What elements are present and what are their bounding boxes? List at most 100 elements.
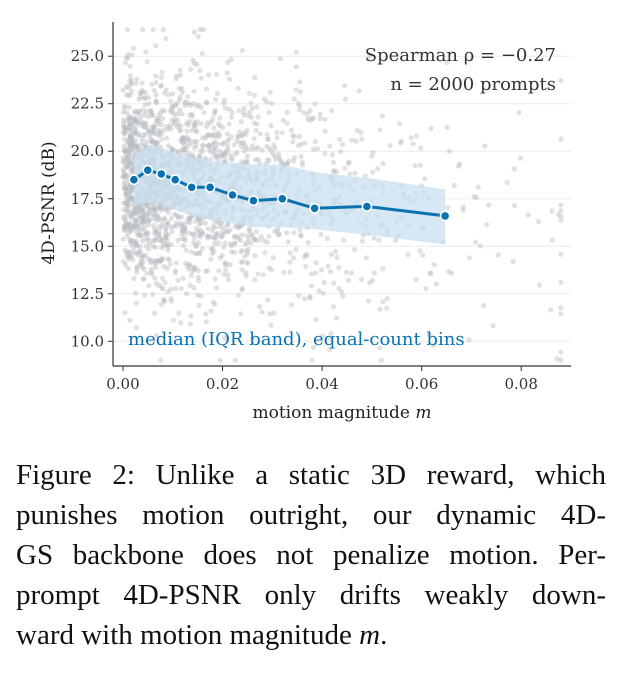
scatter-point — [148, 110, 154, 116]
scatter-point — [125, 138, 132, 144]
scatter-point — [153, 237, 159, 243]
scatter-point — [291, 155, 298, 161]
scatter-point — [296, 107, 302, 113]
y-tick-label: 17.5 — [71, 190, 104, 208]
scatter-point — [125, 125, 131, 131]
scatter-point — [208, 120, 214, 126]
scatter-point — [244, 153, 251, 159]
scatter-point — [262, 250, 268, 256]
scatter-point — [146, 283, 152, 289]
scatter-point — [135, 131, 141, 137]
scatter-point — [122, 130, 128, 136]
scatter-point — [137, 215, 143, 221]
scatter-point — [163, 226, 169, 232]
scatter-point — [133, 264, 140, 270]
scatter-point — [124, 27, 130, 33]
scatter-point — [147, 134, 153, 140]
scatter-point — [379, 113, 385, 119]
scatter-point — [165, 219, 171, 225]
scatter-point — [157, 216, 163, 223]
scatter-point — [288, 302, 294, 308]
scatter-point — [122, 171, 128, 177]
scatter-point — [135, 142, 141, 149]
scatter-point — [300, 159, 306, 165]
scatter-point — [158, 257, 164, 263]
scatter-point — [215, 130, 221, 136]
scatter-point — [126, 145, 132, 151]
scatter-point — [159, 285, 165, 291]
scatter-point — [128, 145, 134, 152]
scatter-point — [146, 211, 152, 217]
scatter-point — [151, 127, 157, 133]
scatter-point — [126, 104, 132, 110]
scatter-point — [249, 336, 256, 342]
scatter-point — [343, 269, 349, 275]
scatter-point — [218, 220, 224, 226]
scatter-point — [177, 220, 183, 226]
scatter-point — [126, 149, 132, 155]
scatter-point — [347, 171, 353, 177]
scatter-point — [126, 185, 132, 191]
scatter-point — [132, 217, 139, 223]
scatter-point — [142, 252, 149, 258]
scatter-point — [264, 239, 270, 245]
scatter-point — [182, 146, 188, 152]
scatter-point — [188, 66, 194, 72]
scatter-point — [163, 36, 169, 42]
scatter-point — [267, 311, 273, 317]
scatter-point — [235, 133, 241, 139]
scatter-point — [171, 317, 177, 323]
scatter-point — [123, 221, 129, 227]
scatter-point — [150, 211, 156, 217]
scatter-point — [147, 240, 153, 247]
scatter-point — [223, 148, 229, 154]
scatter-point — [225, 147, 231, 153]
scatter-point — [291, 230, 297, 236]
scatter-point — [133, 138, 139, 144]
scatter-point — [136, 111, 142, 117]
scatter-point — [125, 164, 131, 170]
scatter-point — [124, 253, 130, 259]
scatter-point — [200, 142, 206, 148]
scatter-point — [130, 207, 136, 213]
scatter-point — [140, 27, 146, 33]
scatter-point — [205, 143, 211, 149]
scatter-point — [136, 249, 142, 255]
scatter-point — [128, 238, 134, 244]
scatter-point — [265, 136, 271, 142]
scatter-point — [123, 190, 130, 196]
scatter-point — [133, 80, 139, 87]
scatter-point — [322, 128, 328, 134]
scatter-point — [246, 236, 252, 242]
scatter-point — [138, 94, 144, 100]
scatter-point — [193, 243, 200, 249]
scatter-point — [191, 101, 197, 107]
scatter-point — [239, 247, 245, 254]
scatter-point — [249, 105, 255, 111]
scatter-point — [191, 60, 197, 66]
scatter-point — [126, 162, 132, 168]
scatter-point — [307, 107, 313, 114]
scatter-point — [168, 295, 174, 302]
scatter-point — [135, 225, 141, 231]
scatter-point — [123, 213, 129, 219]
scatter-point — [152, 237, 158, 244]
y-tick-label: 15.0 — [71, 237, 104, 255]
scatter-point — [232, 240, 238, 246]
scatter-point — [121, 223, 127, 230]
scatter-point — [183, 146, 189, 152]
scatter-point — [152, 310, 158, 316]
scatter-point — [214, 71, 220, 77]
scatter-point — [124, 233, 130, 239]
caption-line-last: ward with motion magnitude m. — [16, 615, 606, 655]
scatter-point — [170, 147, 176, 153]
scatter-point — [179, 228, 185, 234]
scatter-point — [203, 311, 209, 317]
scatter-point — [312, 139, 318, 145]
median-point — [169, 174, 181, 186]
scatter-point — [123, 184, 129, 190]
scatter-point — [244, 259, 250, 265]
scatter-point — [313, 317, 319, 323]
scatter-point — [140, 214, 146, 220]
scatter-point — [249, 143, 256, 149]
